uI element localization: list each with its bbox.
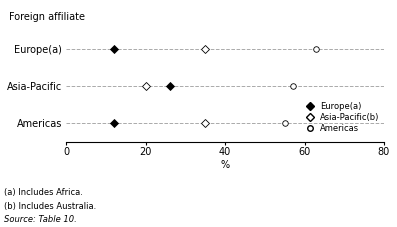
Text: Source: Table 10.: Source: Table 10. (4, 215, 77, 225)
X-axis label: %: % (221, 160, 230, 170)
Legend: Europe(a), Asia-Pacific(b), Americas: Europe(a), Asia-Pacific(b), Americas (301, 102, 380, 133)
Text: (b) Includes Australia.: (b) Includes Australia. (4, 202, 96, 211)
Text: Foreign affiliate: Foreign affiliate (9, 12, 85, 22)
Text: (a) Includes Africa.: (a) Includes Africa. (4, 188, 83, 197)
